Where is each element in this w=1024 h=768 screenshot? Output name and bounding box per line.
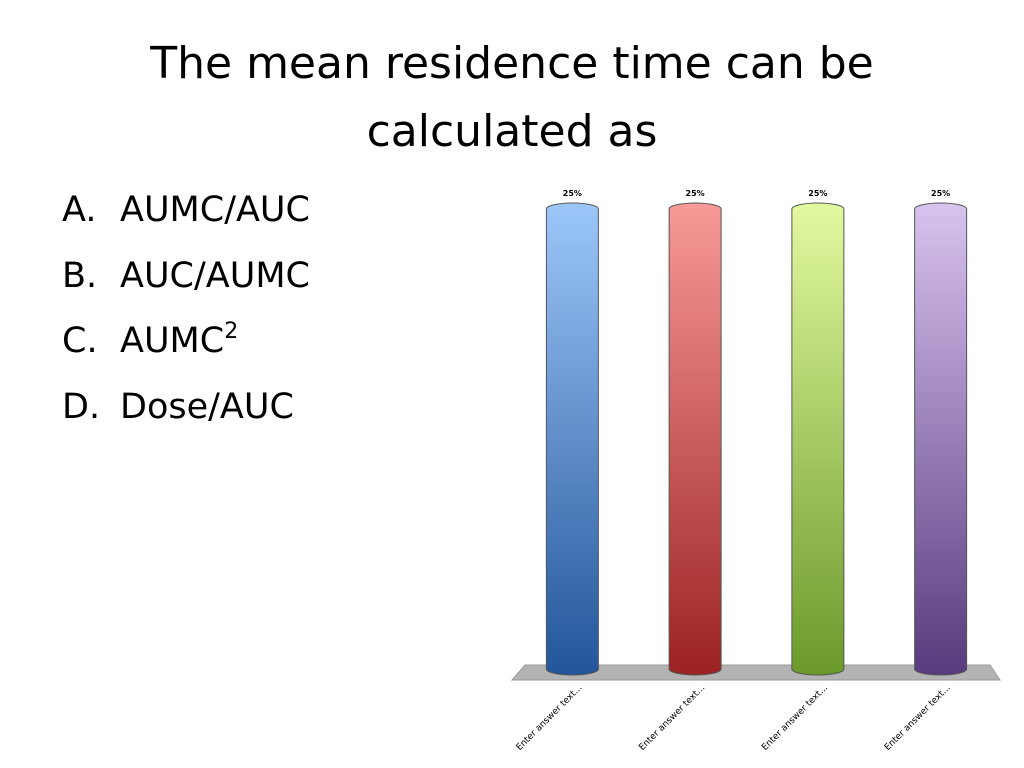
- option: C. AUMC2: [62, 321, 310, 387]
- option-text: Dose/AUC: [120, 386, 294, 427]
- x-tick-label: Enter answer text...: [637, 683, 707, 753]
- option-text: AUMC: [120, 321, 225, 361]
- superscript: 2: [224, 319, 239, 344]
- option-text: AUMC/AUC: [120, 190, 310, 230]
- x-tick-label: Enter answer text...: [883, 683, 953, 753]
- bar: [668, 202, 722, 676]
- option-body: AUMC2: [120, 321, 238, 387]
- x-tick-label: Enter answer text...: [760, 683, 830, 753]
- option-letter: A.: [62, 190, 97, 230]
- option: B. AUC/AUMC: [62, 256, 310, 322]
- option-letter: D.: [62, 386, 101, 427]
- option: D. Dose/AUC: [62, 387, 310, 453]
- bar: [914, 202, 968, 676]
- option-text: AUC/AUMC: [120, 255, 310, 296]
- slide-title: The mean residence time can be calculate…: [150, 38, 874, 157]
- value-label: 25%: [808, 189, 827, 198]
- option: A. AUMC/AUC: [62, 190, 310, 256]
- x-tick-label: Enter answer text...: [515, 683, 585, 753]
- bar: [545, 202, 599, 676]
- value-label: 25%: [563, 189, 582, 198]
- option-letter: C.: [62, 321, 98, 361]
- value-label: 25%: [686, 189, 705, 198]
- option-list: A. AUMC/AUC B. AUC/AUMC C. AUMC2 D. Dose/AUC: [62, 190, 310, 452]
- option-letter: B.: [62, 255, 98, 296]
- value-label: 25%: [931, 189, 950, 198]
- bar: [791, 202, 845, 676]
